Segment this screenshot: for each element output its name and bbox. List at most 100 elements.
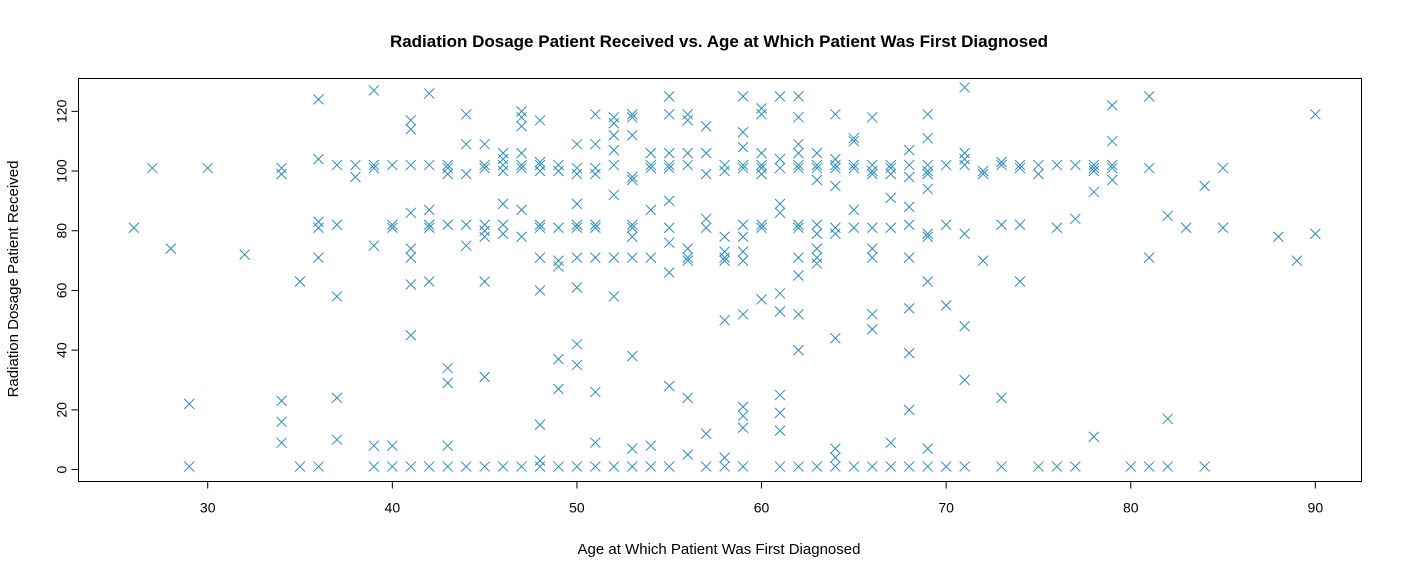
data-point xyxy=(700,120,712,132)
data-point xyxy=(1180,222,1192,234)
data-point xyxy=(830,153,841,165)
data-point xyxy=(590,168,601,180)
data-point xyxy=(516,147,527,159)
data-point xyxy=(571,168,583,180)
data-point xyxy=(663,159,675,171)
y-tick-label: 60 xyxy=(54,282,70,298)
data-point xyxy=(811,461,823,472)
data-point xyxy=(903,219,915,231)
data-point xyxy=(774,162,786,174)
data-point xyxy=(331,291,343,302)
data-point xyxy=(756,159,767,171)
data-point xyxy=(405,252,417,263)
data-point xyxy=(608,129,620,141)
x-tick-label: 50 xyxy=(569,500,585,516)
x-tick-label: 60 xyxy=(754,500,770,516)
data-point xyxy=(848,135,860,147)
data-point xyxy=(645,440,657,452)
data-point xyxy=(608,291,620,302)
data-point xyxy=(479,276,490,287)
data-point xyxy=(553,383,564,395)
data-point xyxy=(811,147,823,159)
data-point xyxy=(996,159,1007,171)
data-point xyxy=(590,386,601,398)
data-point xyxy=(903,159,915,171)
data-point xyxy=(442,377,454,389)
data-point xyxy=(442,159,454,171)
data-point xyxy=(442,461,454,472)
data-point xyxy=(811,159,823,171)
data-point xyxy=(793,111,804,123)
data-point xyxy=(276,416,287,428)
data-point xyxy=(313,153,324,165)
y-tick-label: 120 xyxy=(54,99,70,123)
data-point xyxy=(479,225,490,237)
data-point xyxy=(922,461,934,472)
data-point xyxy=(331,392,343,404)
data-point xyxy=(534,419,546,431)
data-point xyxy=(737,255,749,266)
data-point xyxy=(183,398,195,410)
data-point xyxy=(479,159,490,171)
data-point xyxy=(590,138,601,150)
data-point xyxy=(645,162,657,174)
data-point xyxy=(811,252,823,263)
data-point xyxy=(903,347,915,359)
data-point xyxy=(719,246,730,257)
data-point xyxy=(793,219,804,231)
data-point xyxy=(719,452,730,463)
data-point xyxy=(811,228,823,240)
data-point xyxy=(1106,174,1118,186)
data-point xyxy=(959,461,970,472)
data-point xyxy=(1014,159,1026,171)
data-point xyxy=(405,243,417,255)
data-point xyxy=(497,153,509,165)
data-point xyxy=(793,252,804,263)
data-point xyxy=(479,461,490,472)
data-point xyxy=(368,461,380,472)
data-point xyxy=(516,105,527,117)
y-axis-label: Radiation Dosage Patient Received xyxy=(5,161,22,398)
data-point xyxy=(571,252,583,263)
data-point xyxy=(700,213,712,225)
data-point xyxy=(608,111,620,123)
data-point xyxy=(645,252,657,263)
data-point xyxy=(903,171,915,183)
data-point xyxy=(1070,159,1081,171)
data-point xyxy=(866,222,878,234)
data-point xyxy=(1051,222,1063,234)
y-tick-label: 100 xyxy=(54,159,70,183)
x-tick-label: 80 xyxy=(1123,500,1139,516)
data-point xyxy=(830,332,841,344)
data-point xyxy=(940,300,952,311)
data-point xyxy=(331,219,343,231)
data-point xyxy=(1014,276,1026,287)
data-point xyxy=(866,168,878,180)
data-point xyxy=(940,461,952,472)
data-point xyxy=(774,407,786,419)
data-point xyxy=(331,159,343,171)
data-point xyxy=(276,162,287,174)
data-point xyxy=(386,222,398,234)
data-point xyxy=(682,392,694,404)
data-point xyxy=(996,156,1007,168)
data-point xyxy=(626,219,638,231)
data-point xyxy=(959,228,970,240)
data-point xyxy=(737,231,749,243)
data-point xyxy=(423,276,435,287)
data-point xyxy=(959,82,970,93)
data-point xyxy=(442,219,454,231)
data-point xyxy=(1143,162,1155,174)
data-point xyxy=(756,102,767,114)
data-point xyxy=(682,159,694,171)
data-point xyxy=(830,222,841,234)
data-point xyxy=(922,183,934,195)
data-point xyxy=(479,138,490,150)
data-point xyxy=(737,401,749,413)
data-point xyxy=(663,147,675,159)
data-point xyxy=(460,461,472,472)
data-point xyxy=(1033,461,1044,472)
data-point xyxy=(1143,252,1155,263)
data-point xyxy=(922,165,934,177)
